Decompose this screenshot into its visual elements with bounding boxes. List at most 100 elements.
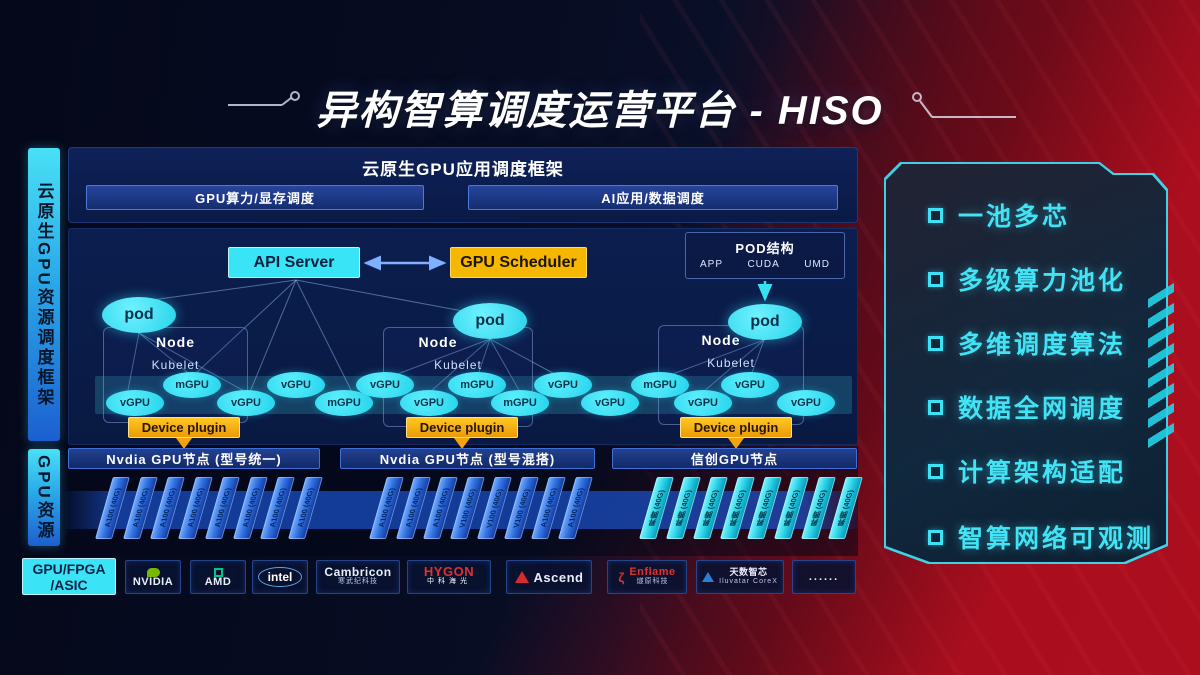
vgpu-ellipse: vGPU bbox=[777, 390, 835, 416]
vendor-name: HYGON bbox=[423, 564, 475, 579]
feature-label: 计算架构适配 bbox=[958, 459, 1127, 487]
pod-ellipse-2: pod bbox=[453, 303, 527, 339]
app-frame-title: 云原生GPU应用调度框架 bbox=[362, 160, 564, 179]
gpu-unit-label: mGPU bbox=[643, 379, 677, 391]
iluvatar-icon bbox=[702, 572, 715, 582]
vgpu-ellipse: vGPU bbox=[106, 390, 164, 416]
vgpu-ellipse: vGPU bbox=[674, 390, 732, 416]
kubelet-1-label: Kubelet bbox=[151, 358, 200, 372]
gpu-unit-label: vGPU bbox=[370, 379, 400, 391]
gpu-unit-label: vGPU bbox=[735, 379, 765, 391]
feature-label: 多维调度算法 bbox=[958, 331, 1127, 359]
gpu-compute-schedule-bar: GPU算力/显存调度 bbox=[86, 185, 424, 210]
sidebar-cloud-native-framework: 云原生GPU资源调度框架 bbox=[28, 148, 60, 441]
vendor-name: Cambricon bbox=[324, 565, 392, 579]
vgpu-ellipse: vGPU bbox=[721, 372, 779, 398]
gpu-unit-label: vGPU bbox=[791, 397, 821, 409]
vendor-name: AMD bbox=[204, 575, 232, 588]
vgpu-ellipse: vGPU bbox=[267, 372, 325, 398]
ai-data-schedule-bar: AI应用/数据调度 bbox=[468, 185, 838, 210]
sidebar-bottom-label: GPU资源 bbox=[34, 454, 54, 541]
pod-struct-title: POD结构 bbox=[735, 241, 795, 256]
square-bullet-icon bbox=[928, 271, 943, 287]
flame-icon: ζ bbox=[618, 569, 625, 585]
api-server-box: API Server bbox=[228, 247, 360, 278]
vendor-tile-iluvatar: 天数智芯 Iluvatar CoreX bbox=[696, 560, 784, 594]
device-plugin-1-arrow-icon bbox=[176, 438, 192, 449]
feature-label: 多级算力池化 bbox=[958, 267, 1127, 295]
vendor-tile-hygon: HYGON 中科海光 bbox=[407, 560, 491, 594]
square-bullet-icon bbox=[928, 335, 943, 351]
square-bullet-icon bbox=[928, 529, 943, 545]
vendor-name: NVIDIA bbox=[132, 575, 174, 588]
pod-ellipse-1: pod bbox=[102, 297, 176, 333]
api-server-label: API Server bbox=[253, 253, 335, 271]
pod-2-label: pod bbox=[475, 312, 505, 329]
feature-item: 多级算力池化 bbox=[928, 261, 1126, 297]
vendor-category-line1: GPU/FPGA bbox=[32, 560, 106, 577]
feature-label: 智算网络可观测 bbox=[958, 525, 1155, 553]
vendor-name: 天数智芯 bbox=[729, 567, 768, 577]
vendor-sub: 寒武纪科技 bbox=[338, 578, 378, 585]
square-bullet-icon bbox=[928, 463, 943, 479]
device-plugin-3: Device plugin bbox=[680, 417, 792, 438]
gpu-scheduler-label: GPU Scheduler bbox=[460, 253, 577, 271]
vendor-more-label: ...... bbox=[808, 571, 840, 583]
feature-label: 一池多芯 bbox=[958, 203, 1071, 231]
vendor-tile-more: ...... bbox=[792, 560, 856, 594]
mgpu-ellipse: mGPU bbox=[163, 372, 221, 398]
gpu-unit-label: vGPU bbox=[281, 379, 311, 391]
pod-struct-items: APP CUDA UMD bbox=[686, 259, 844, 270]
vendor-tile-cambricon: Cambricon 寒武纪科技 bbox=[316, 560, 400, 594]
device-plugin-2: Device plugin bbox=[406, 417, 518, 438]
vendor-tile-intel: intel bbox=[252, 560, 308, 594]
vendor-category-line2: /ASIC bbox=[50, 576, 88, 593]
square-bullet-icon bbox=[928, 399, 943, 415]
vendor-name: intel bbox=[267, 570, 293, 584]
gpu-section-2-label: Nvdia GPU节点 (型号混搭) bbox=[379, 452, 556, 467]
gpu-unit-label: vGPU bbox=[595, 397, 625, 409]
gpu-unit-label: vGPU bbox=[548, 379, 578, 391]
ai-data-schedule-label: AI应用/数据调度 bbox=[601, 191, 705, 206]
feature-item: 智算网络可观测 bbox=[928, 519, 1154, 555]
sidebar-gpu-resource: GPU资源 bbox=[28, 449, 60, 546]
vendor-tile-amd: AMD bbox=[190, 560, 246, 594]
nvidia-icon bbox=[146, 567, 160, 577]
pod-ellipse-3: pod bbox=[728, 304, 802, 340]
mgpu-ellipse: mGPU bbox=[315, 390, 373, 416]
hazard-stripes-decoration bbox=[1148, 281, 1174, 449]
vendor-sub: 中科海光 bbox=[426, 578, 471, 585]
node-3-label: Node bbox=[701, 332, 741, 348]
vendor-category-box: GPU/FPGA /ASIC bbox=[22, 558, 116, 595]
gpu-section-3-label: 信创GPU节点 bbox=[690, 452, 779, 467]
vendor-tile-ascend: Ascend bbox=[506, 560, 592, 594]
vgpu-ellipse: vGPU bbox=[400, 390, 458, 416]
vendor-tile-enflame: ζ Enflame 燧原科技 bbox=[607, 560, 687, 594]
mgpu-ellipse: mGPU bbox=[631, 372, 689, 398]
feature-item: 多维调度算法 bbox=[928, 325, 1126, 361]
gpu-section-header-2: Nvdia GPU节点 (型号混搭) bbox=[340, 448, 595, 469]
vgpu-ellipse: vGPU bbox=[217, 390, 275, 416]
vgpu-ellipse: vGPU bbox=[356, 372, 414, 398]
vendor-name: Ascend bbox=[533, 569, 584, 585]
gpu-unit-label: mGPU bbox=[327, 397, 361, 409]
gpu-unit-label: vGPU bbox=[231, 397, 261, 409]
feature-item: 计算架构适配 bbox=[928, 453, 1126, 489]
node-2-label: Node bbox=[418, 334, 458, 350]
pod-struct-item-umd: UMD bbox=[804, 259, 830, 270]
vgpu-ellipse: vGPU bbox=[534, 372, 592, 398]
pod-1-label: pod bbox=[124, 306, 154, 323]
feature-item: 一池多芯 bbox=[928, 197, 1070, 233]
kubelet-3-label: Kubelet bbox=[707, 356, 755, 370]
pod-struct-item-cuda: CUDA bbox=[747, 259, 780, 270]
gpu-compute-schedule-label: GPU算力/显存调度 bbox=[195, 191, 315, 206]
pod-struct-item-app: APP bbox=[700, 259, 724, 270]
square-bullet-icon bbox=[928, 207, 943, 223]
gpu-unit-label: vGPU bbox=[688, 397, 718, 409]
pod-3-label: pod bbox=[750, 313, 780, 330]
device-plugin-1: Device plugin bbox=[128, 417, 240, 438]
gpu-unit-label: mGPU bbox=[503, 397, 537, 409]
vendor-name: Enflame bbox=[629, 566, 676, 578]
device-plugin-3-label: Device plugin bbox=[693, 420, 779, 435]
